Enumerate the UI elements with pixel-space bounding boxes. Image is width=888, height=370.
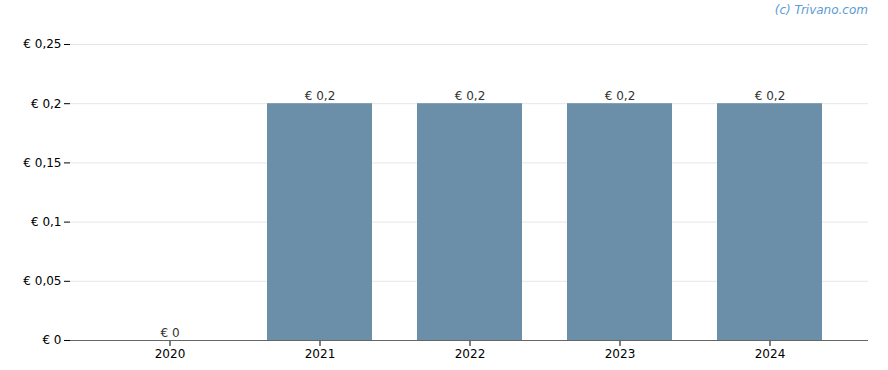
- svg-text:€ 0,1: € 0,1: [31, 215, 62, 229]
- svg-text:€ 0,2: € 0,2: [305, 89, 336, 103]
- svg-text:€ 0,2: € 0,2: [755, 89, 786, 103]
- svg-text:€ 0,2: € 0,2: [31, 97, 62, 111]
- svg-text:€ 0,25: € 0,25: [23, 37, 61, 51]
- svg-text:€ 0: € 0: [42, 333, 61, 347]
- svg-text:2020: 2020: [155, 347, 186, 361]
- svg-text:€ 0: € 0: [160, 326, 179, 340]
- svg-text:€ 0,15: € 0,15: [23, 156, 61, 170]
- svg-text:2021: 2021: [305, 347, 336, 361]
- svg-text:€ 0,2: € 0,2: [605, 89, 636, 103]
- svg-text:€ 0,05: € 0,05: [23, 274, 61, 288]
- html-text:(c) Trivano.com: (c) Trivano.com: [774, 3, 868, 17]
- svg-text:€ 0,2: € 0,2: [455, 89, 486, 103]
- svg-text:2023: 2023: [605, 347, 636, 361]
- svg-text:2024: 2024: [755, 347, 786, 361]
- svg-text:2022: 2022: [455, 347, 486, 361]
